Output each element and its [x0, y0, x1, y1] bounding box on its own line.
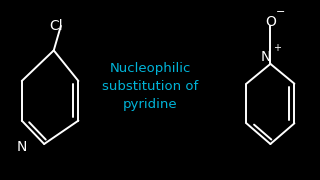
Text: +: + — [273, 43, 281, 53]
Text: Cl: Cl — [49, 19, 63, 33]
Text: N: N — [17, 140, 27, 154]
Text: −: − — [276, 7, 285, 17]
Text: Nucleophilic
substitution of
pyridine: Nucleophilic substitution of pyridine — [102, 62, 198, 111]
Text: O: O — [265, 15, 276, 29]
Text: N: N — [261, 50, 271, 64]
